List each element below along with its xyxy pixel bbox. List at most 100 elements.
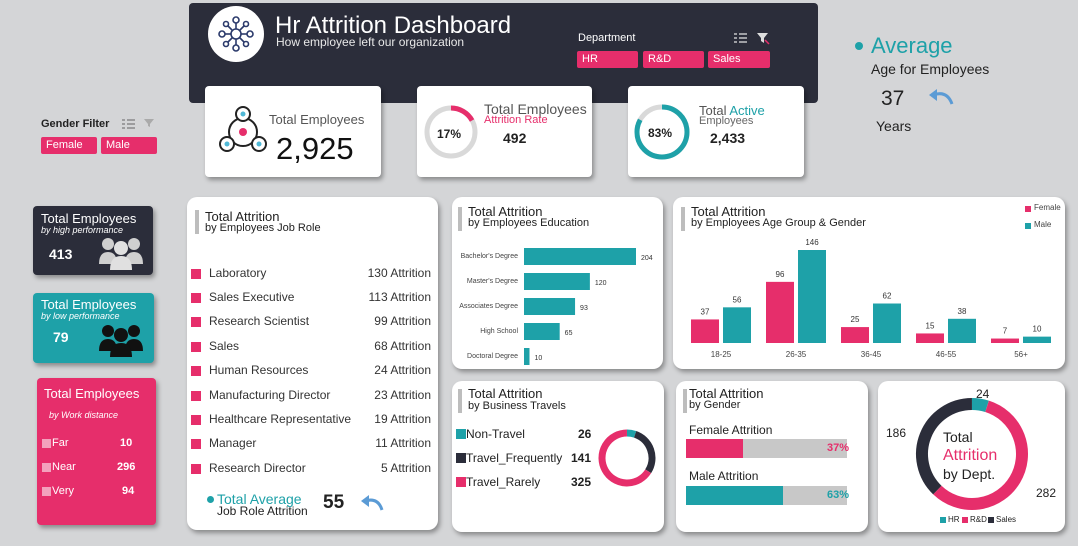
legend-square	[456, 477, 466, 487]
legend-sales[interactable]: Sales	[996, 515, 1017, 524]
age-value-label: 10	[1033, 325, 1042, 334]
age-value-label: 62	[883, 292, 892, 301]
dept-slice-sales[interactable]	[916, 398, 973, 495]
male-bar[interactable]	[798, 250, 826, 343]
job-role-list: Laboratory 130 Attrition Sales Executive 1…	[191, 265, 431, 485]
age-value-label: 56	[733, 295, 742, 304]
filter-icon[interactable]	[143, 118, 155, 128]
dept-center-line3: by Dept.	[943, 466, 996, 482]
travel-donut	[598, 429, 656, 487]
low-perf-title: Total Employees	[41, 297, 137, 312]
page-subtitle: How employee left our organization	[276, 35, 465, 49]
legend-male[interactable]: Male	[1034, 220, 1052, 229]
list-item[interactable]: Sales 68 Attrition	[191, 338, 431, 358]
multi-select-icon[interactable]	[121, 117, 137, 131]
list-item[interactable]: Healthcare Representative 19 Attrition	[191, 411, 431, 431]
high-perf-title: Total Employees	[41, 211, 137, 226]
avg-age-value: 37	[881, 87, 905, 110]
travel-row[interactable]: Travel_Rarely 325	[456, 475, 596, 489]
male-bar[interactable]	[948, 318, 976, 343]
male-att-pct: 63%	[826, 489, 849, 501]
edu-bar[interactable]	[524, 248, 636, 265]
edu-bar[interactable]	[524, 348, 530, 365]
travel-slice-non-travel[interactable]	[626, 429, 637, 438]
edu-category-label: Doctoral Degree	[467, 353, 518, 360]
checkbox-icon[interactable]	[42, 487, 51, 496]
title-accent	[458, 389, 462, 413]
edu-category-label: Associates Degree	[459, 303, 518, 310]
male-bar[interactable]	[1023, 336, 1051, 343]
attrition-label-2: Attrition Rate	[484, 114, 548, 126]
male-bar[interactable]	[873, 303, 901, 343]
age-category-label: 46-55	[936, 350, 957, 359]
edu-bar[interactable]	[524, 323, 560, 340]
list-item[interactable]: Research Director 5 Attrition	[191, 460, 431, 480]
distance-value: 10	[120, 437, 133, 449]
dept-chip-rd[interactable]: R&D	[643, 51, 704, 68]
female-bar[interactable]	[991, 338, 1019, 343]
travel-value: 141	[571, 451, 592, 465]
legend-hr[interactable]: HR	[948, 515, 960, 524]
male-bar[interactable]	[723, 307, 751, 343]
female-att-bar-track: 37%	[686, 439, 849, 458]
high-perf-value: 413	[49, 246, 73, 262]
edu-bar[interactable]	[524, 273, 590, 290]
list-item[interactable]: Manager 11 Attrition	[191, 435, 431, 455]
multi-select-icon[interactable]	[733, 31, 749, 45]
list-item[interactable]: Human Resources 24 Attrition	[191, 362, 431, 382]
female-bar[interactable]	[766, 281, 794, 343]
list-item[interactable]: Research Scientist 99 Attrition	[191, 313, 431, 333]
legend-swatch-rd	[962, 517, 968, 523]
dept-chip-sales[interactable]: Sales	[708, 51, 770, 68]
education-sub: by Employees Education	[468, 217, 590, 229]
checkbox-icon[interactable]	[42, 463, 51, 472]
dept-value-sales: 186	[886, 426, 907, 440]
gender-chip-male[interactable]: Male	[101, 137, 157, 154]
legend-square	[191, 342, 201, 352]
role-value: 11 Attrition	[375, 436, 431, 450]
travel-slice-frequently[interactable]	[633, 431, 656, 474]
role-value: 19 Attrition	[374, 412, 431, 426]
female-bar[interactable]	[691, 319, 719, 343]
return-arrow-icon	[929, 89, 954, 105]
age-gender-bar-chart: 37 56 96 146 25 62 15 38 7 10 18-25 26-35 36-45 46-5…	[691, 238, 1051, 359]
list-item[interactable]: Laboratory 130 Attrition	[191, 265, 431, 285]
avg-role-value: 55	[323, 492, 345, 513]
legend-square	[191, 464, 201, 474]
dept-slice-hr[interactable]	[971, 398, 989, 413]
travel-row[interactable]: Travel_Frequently 141	[456, 451, 596, 465]
travel-slice-rarely[interactable]	[598, 429, 652, 487]
education-card: Total Attrition by Employees Education B…	[452, 197, 663, 369]
list-item[interactable]: Sales Executive 113 Attrition	[191, 289, 431, 309]
avg-age-unit: Years	[876, 118, 912, 134]
gender-chip-female[interactable]: Female	[41, 137, 97, 154]
age-value-label: 7	[1003, 327, 1008, 336]
return-arrow-icon	[361, 495, 384, 511]
male-att-label: Male Attrition	[689, 469, 759, 483]
edu-category-label: High School	[480, 328, 518, 335]
dept-chip-hr[interactable]: HR	[577, 51, 638, 68]
edu-value-label: 93	[580, 305, 588, 312]
legend-square	[456, 429, 466, 439]
female-bar[interactable]	[916, 333, 944, 343]
clear-filter-icon[interactable]	[756, 31, 770, 45]
legend-female[interactable]: Female	[1034, 203, 1061, 212]
logo	[208, 6, 264, 62]
male-att-bar-track: 63%	[686, 486, 849, 505]
checkbox-icon[interactable]	[42, 439, 51, 448]
active-label-2: Employees	[699, 115, 754, 127]
title-accent	[681, 207, 685, 231]
attrition-rate-ring	[424, 105, 478, 159]
legend-rd[interactable]: R&D	[970, 515, 987, 524]
travel-title: Total Attrition	[468, 386, 543, 401]
network-icon	[218, 16, 254, 52]
list-item[interactable]: Manufacturing Director 23 Attrition	[191, 387, 431, 407]
low-performance-panel: Total Employees by low performance 79	[33, 293, 154, 363]
female-att-label: Female Attrition	[689, 423, 773, 437]
female-bar[interactable]	[841, 327, 869, 343]
edu-bar[interactable]	[524, 298, 576, 315]
dept-slice-rd[interactable]	[933, 400, 1028, 510]
travel-value: 325	[571, 475, 592, 489]
low-perf-value: 79	[53, 329, 69, 345]
travel-row[interactable]: Non-Travel 26	[456, 427, 596, 441]
